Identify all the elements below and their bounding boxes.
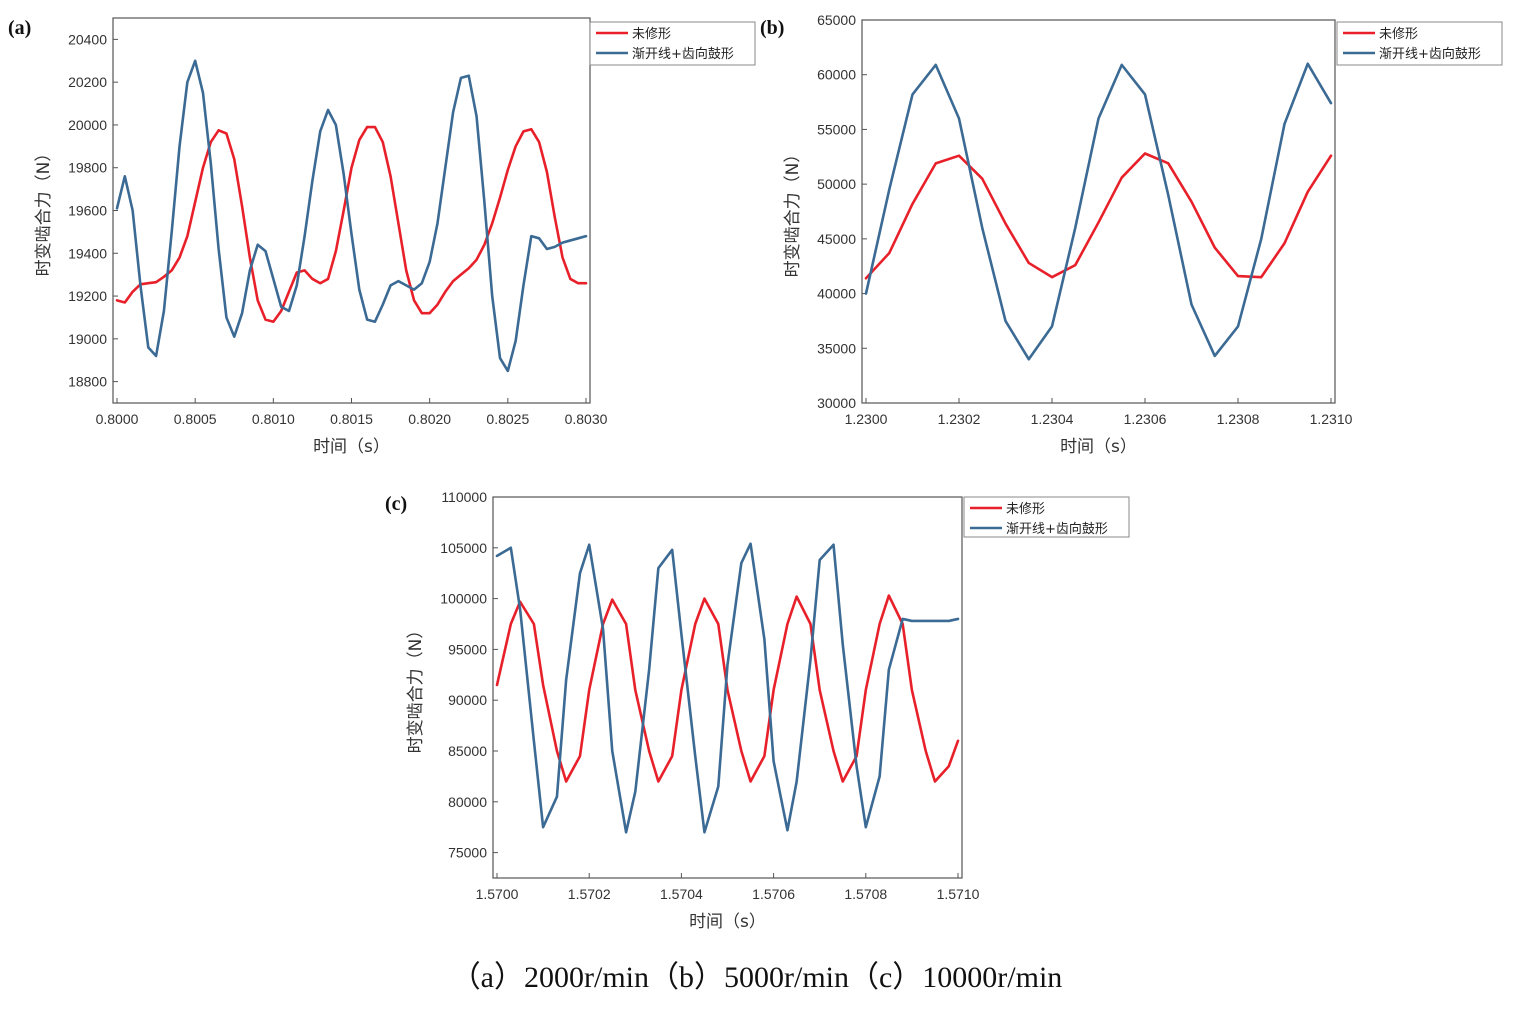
panel-label: (c) [385, 493, 407, 515]
y-tick-label: 19200 [68, 288, 107, 304]
series-line-0 [115, 125, 588, 324]
y-tick-label: 75000 [448, 845, 487, 861]
x-tick-label: 0.8015 [330, 411, 373, 427]
y-tick-label: 90000 [448, 692, 487, 708]
x-tick-label: 1.5700 [476, 886, 519, 902]
series-line-0 [495, 594, 960, 783]
y-tick-label: 100000 [440, 591, 487, 607]
series-line-1 [115, 59, 588, 373]
x-tick-label: 1.5710 [937, 886, 980, 902]
y-tick-label: 18800 [68, 374, 107, 390]
y-tick-label: 110000 [441, 489, 487, 505]
legend-entry: 未修形 [1379, 27, 1418, 42]
legend-entry: 渐开线+齿向鼓形 [632, 46, 734, 62]
x-axis-label: 时间（s） [689, 912, 766, 932]
x-tick-label: 1.2302 [938, 411, 981, 427]
x-tick-label: 0.8030 [565, 411, 608, 427]
y-axis-label: 时变啮合力（N） [406, 622, 426, 754]
x-tick-label: 0.8025 [486, 411, 529, 427]
legend-box [1336, 21, 1503, 66]
x-tick-label: 1.2306 [1124, 411, 1167, 427]
x-tick-label: 1.2300 [845, 411, 888, 427]
x-tick-label: 0.8000 [96, 411, 139, 427]
x-tick-label: 1.2304 [1031, 411, 1074, 427]
y-tick-label: 20200 [68, 74, 107, 90]
y-tick-label: 85000 [448, 743, 487, 759]
legend-entry: 未修形 [1006, 502, 1045, 517]
y-tick-label: 19800 [68, 160, 107, 176]
y-tick-label: 95000 [448, 641, 487, 657]
legend-box [963, 496, 1130, 538]
y-axis-label: 时变啮合力（N） [783, 146, 803, 278]
y-tick-label: 55000 [817, 121, 856, 137]
x-tick-label: 1.2310 [1310, 411, 1353, 427]
chart-panel-2: 75000 80000 85000 90000 95000 100000 105000 110… [385, 489, 1130, 932]
x-tick-label: 0.8020 [408, 411, 451, 427]
x-tick-label: 1.5704 [660, 886, 703, 902]
figure-caption: （a）2000r/min（b）5000r/min（c）10000r/min [450, 961, 1063, 994]
plot-frame [492, 496, 963, 879]
y-tick-label: 20000 [68, 117, 107, 133]
y-tick-label: 19000 [68, 331, 107, 347]
chart-panel-0: 18800 19000 19200 19400 19600 19800 20000 20200… [8, 17, 756, 457]
panel-label: (a) [8, 17, 31, 39]
plot-frame [112, 17, 591, 404]
chart-panel-1: 30000 35000 40000 45000 50000 55000 60000 65000… [760, 12, 1503, 457]
series-line-1 [495, 542, 960, 834]
legend-entry: 渐开线+齿向鼓形 [1379, 46, 1481, 62]
x-tick-label: 0.8005 [174, 411, 217, 427]
plot-frame [861, 19, 1336, 404]
panel-label: (b) [760, 17, 784, 39]
x-tick-label: 1.2308 [1217, 411, 1260, 427]
y-tick-label: 105000 [440, 540, 487, 556]
y-tick-label: 40000 [817, 286, 856, 302]
y-tick-label: 60000 [817, 67, 856, 83]
y-tick-label: 80000 [448, 794, 487, 810]
y-tick-label: 20400 [68, 31, 107, 47]
x-axis-label: 时间（s） [1060, 437, 1137, 457]
y-tick-label: 35000 [817, 340, 856, 356]
legend-entry: 未修形 [632, 27, 671, 42]
series-line-0 [864, 152, 1333, 280]
y-axis-label: 时变啮合力（N） [34, 145, 54, 277]
x-tick-label: 1.5706 [752, 886, 795, 902]
x-tick-label: 1.5702 [568, 886, 611, 902]
legend-entry: 渐开线+齿向鼓形 [1006, 521, 1108, 537]
legend-box [589, 21, 756, 66]
x-tick-label: 0.8010 [252, 411, 295, 427]
y-tick-label: 65000 [817, 12, 856, 28]
x-tick-label: 1.5708 [844, 886, 887, 902]
x-axis-label: 时间（s） [313, 437, 390, 457]
series-line-1 [864, 62, 1333, 361]
y-tick-label: 45000 [817, 231, 856, 247]
chart-panels: 18800 19000 19200 19400 19600 19800 20000 20200… [8, 12, 1503, 932]
y-tick-label: 19400 [68, 245, 107, 261]
y-tick-label: 50000 [817, 176, 856, 192]
y-tick-label: 30000 [817, 395, 856, 411]
y-tick-label: 19600 [68, 203, 107, 219]
